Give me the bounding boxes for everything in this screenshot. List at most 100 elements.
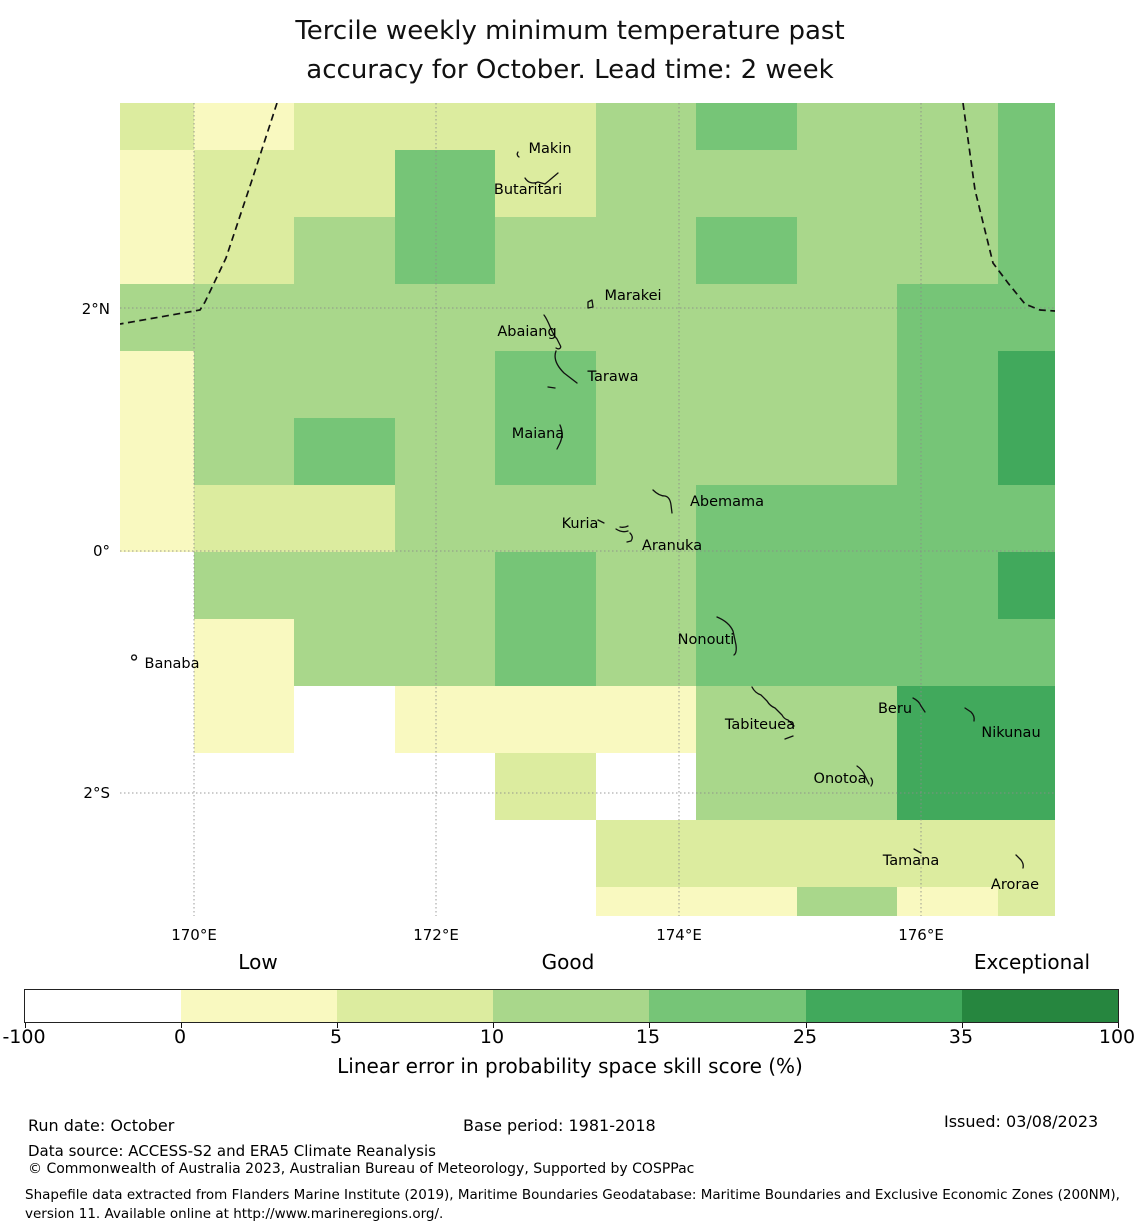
skill-cell [596, 552, 696, 619]
issued-date-text: Issued: 03/08/2023 [944, 1112, 1099, 1131]
skill-cell [495, 485, 596, 552]
copyright-text: © Commonwealth of Australia 2023, Austra… [28, 1161, 695, 1177]
nonouti-island-label: Nonouti [677, 632, 735, 648]
skill-cell [395, 686, 495, 753]
abemama-island-label: Abemama [689, 494, 765, 510]
skill-cell [495, 619, 596, 686]
colorbar-tick-label: 15 [635, 1026, 661, 1048]
colorbar-tick [805, 1023, 807, 1028]
skill-cell [194, 552, 294, 619]
skill-cell [120, 485, 194, 552]
skill-cell [998, 418, 1055, 485]
nikunau-island-label: Nikunau [981, 725, 1041, 741]
data-source-text: Data source: ACCESS-S2 and ERA5 Climate … [28, 1142, 436, 1160]
skill-cell [495, 351, 596, 418]
lat-tick-label: 0° [92, 542, 110, 560]
skill-cell [797, 485, 897, 552]
lat-tick-label: 2°S [83, 784, 110, 802]
colorbar-tick [24, 1023, 26, 1028]
skill-cell [797, 552, 897, 619]
skill-cell [998, 150, 1055, 217]
colorbar-tick [1117, 1023, 1119, 1028]
skill-cell [998, 686, 1055, 753]
colorbar-tick [961, 1023, 963, 1028]
skill-cell [797, 150, 897, 217]
skill-cell [495, 686, 596, 753]
skill-cell [120, 418, 194, 485]
butaritari-island-label: Butaritari [493, 182, 563, 198]
lon-tick-label: 170°E [171, 926, 217, 944]
skill-cell [998, 217, 1055, 284]
skill-cell [797, 284, 897, 351]
arorae-island-label: Arorae [990, 877, 1040, 893]
lon-tick-label: 174°E [656, 926, 702, 944]
skill-cell [596, 217, 696, 284]
abaiang-island-label: Abaiang [497, 324, 557, 340]
skill-cell [596, 103, 696, 150]
skill-cell [596, 686, 696, 753]
colorbar-segment [181, 990, 337, 1022]
skill-cell [596, 418, 696, 485]
skill-cell [120, 150, 194, 217]
beru-island-label: Beru [877, 701, 913, 717]
skill-cell [797, 820, 897, 887]
skill-cell [696, 485, 797, 552]
skill-cell [395, 619, 495, 686]
chart-title-line1: Tercile weekly minimum temperature past [295, 16, 845, 46]
colorbar-tick-label: 5 [329, 1026, 343, 1048]
skill-cell [897, 351, 998, 418]
skill-cell [998, 887, 1055, 916]
skill-cell [696, 351, 797, 418]
skill-cell [897, 552, 998, 619]
skill-cell [120, 217, 194, 284]
skill-cell [696, 887, 797, 916]
skill-cell [495, 753, 596, 820]
skill-cell [897, 418, 998, 485]
skill-cell [294, 284, 395, 351]
colorbar-tick [336, 1023, 338, 1028]
skill-cell [194, 686, 294, 753]
skill-cell [495, 418, 596, 485]
skill-cell [596, 150, 696, 217]
colorbar-segment [962, 990, 1118, 1022]
skill-cell [395, 284, 495, 351]
skill-cell [797, 418, 897, 485]
skill-cell [194, 351, 294, 418]
skill-cell [495, 217, 596, 284]
zone-label-exceptional: Exceptional [973, 950, 1091, 974]
skill-cell [294, 150, 395, 217]
skill-cell [120, 284, 194, 351]
skill-cell [998, 351, 1055, 418]
skill-cell [395, 217, 495, 284]
skill-cell [395, 150, 495, 217]
zone-label-good: Good [541, 950, 595, 974]
skill-cell [897, 217, 998, 284]
colorbar-tick-label: 100 [1098, 1026, 1136, 1048]
colorbar-segment [337, 990, 493, 1022]
skill-cell [194, 485, 294, 552]
colorbar-segment [649, 990, 806, 1022]
skill-cell [696, 619, 797, 686]
skill-cell [294, 217, 395, 284]
skill-cell [395, 485, 495, 552]
skill-cell [797, 753, 897, 820]
skill-cell [495, 103, 596, 150]
shapefile-note-text: Shapefile data extracted from Flanders M… [25, 1187, 1120, 1222]
skill-cell [998, 485, 1055, 552]
colorbar-tick [648, 1023, 650, 1028]
makin-island-label: Makin [528, 141, 572, 157]
skill-cell [897, 485, 998, 552]
tarawa-island-label: Tarawa [587, 369, 639, 385]
skill-cell [596, 820, 696, 887]
colorbar-tick-label: 25 [792, 1026, 818, 1048]
lon-tick-label: 172°E [413, 926, 459, 944]
skill-cell [998, 552, 1055, 619]
skill-cell [797, 686, 897, 753]
skill-cell [897, 284, 998, 351]
skill-cell [696, 103, 797, 150]
skill-cell [897, 619, 998, 686]
colorbar-tick [492, 1023, 494, 1028]
skill-cell [294, 552, 395, 619]
skill-cell [596, 887, 696, 916]
skill-cell [395, 418, 495, 485]
